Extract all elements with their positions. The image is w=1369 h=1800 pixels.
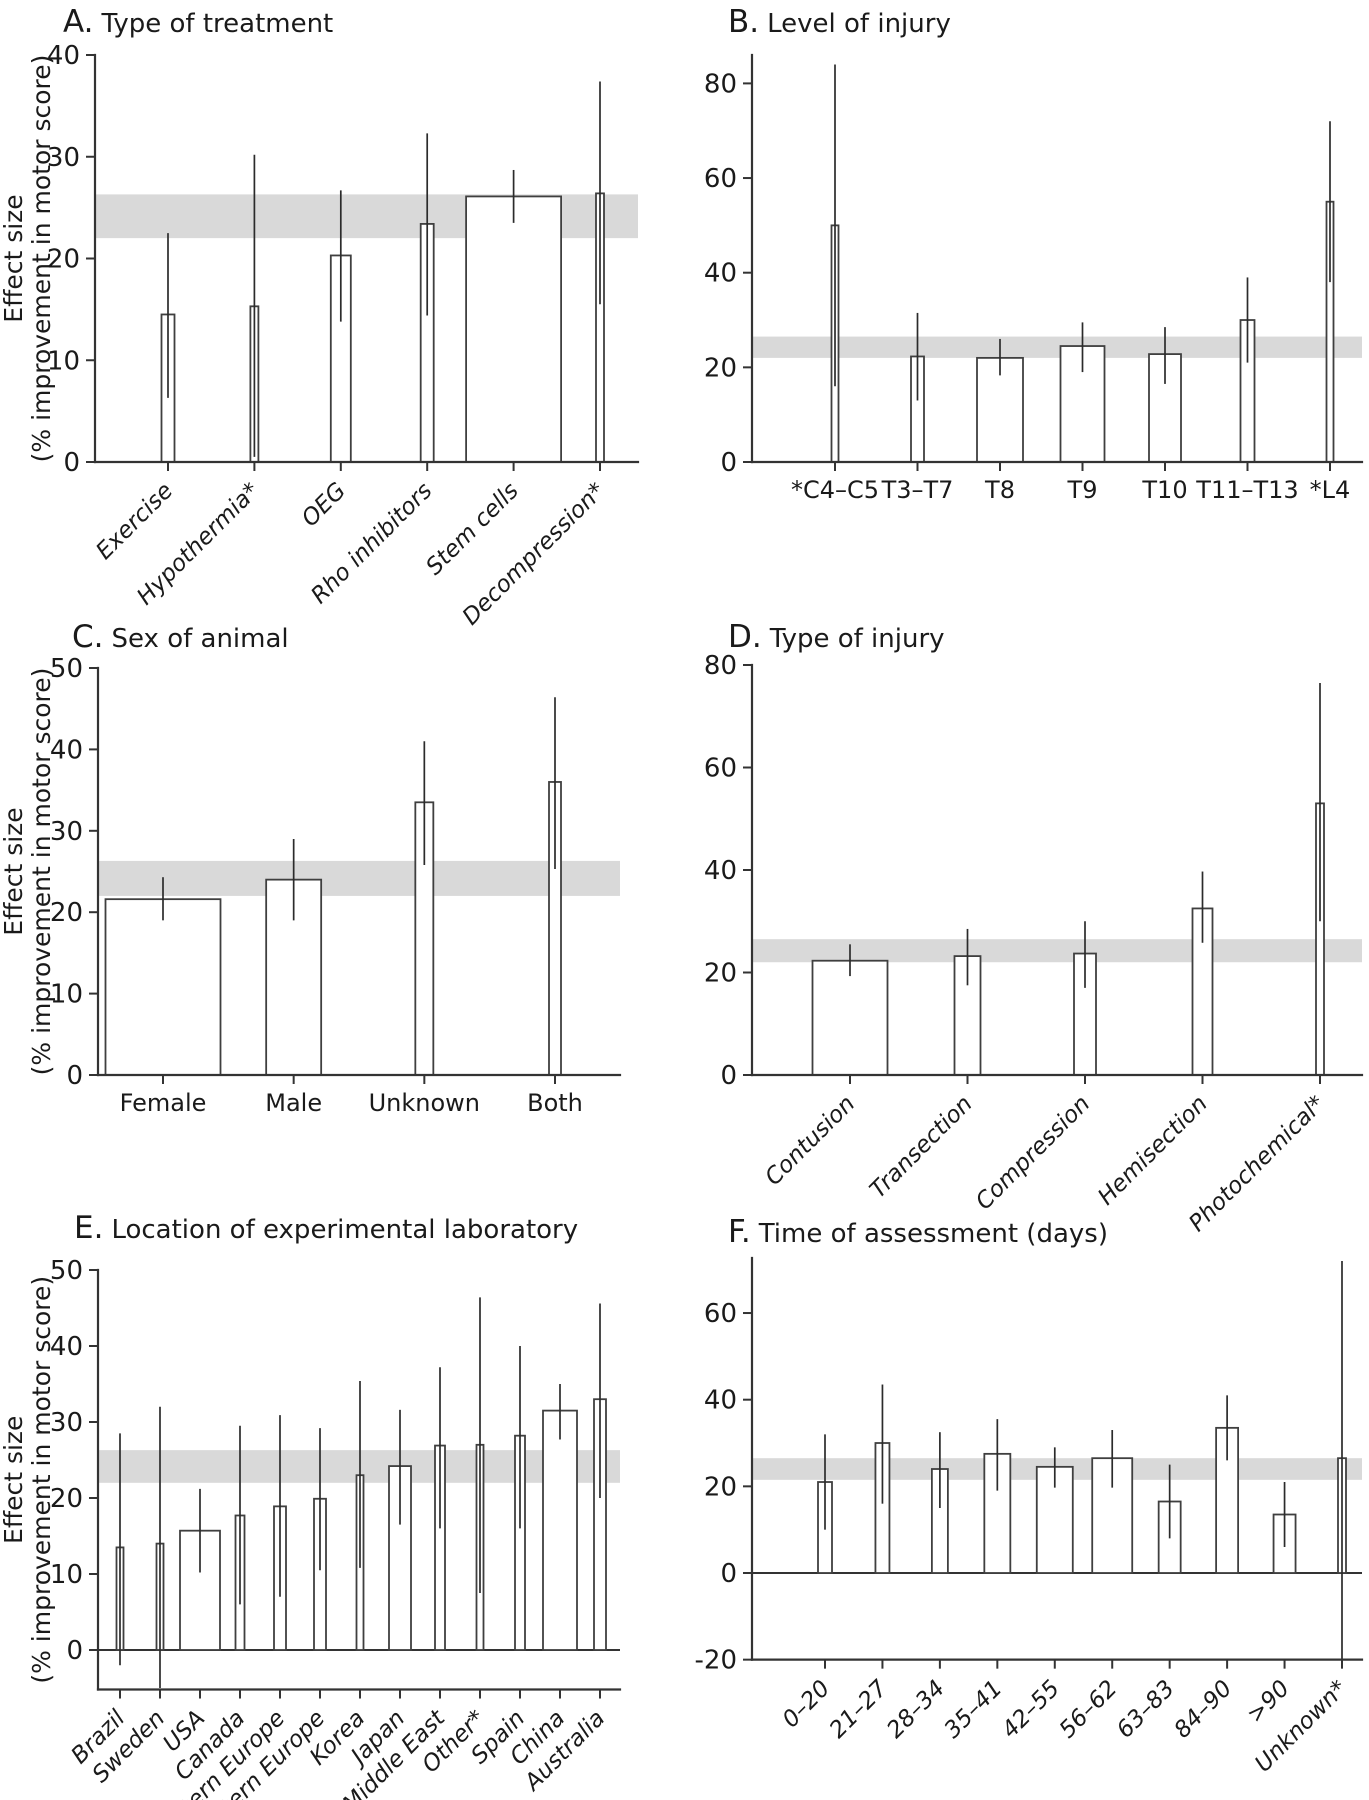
bars-group xyxy=(830,64,1335,463)
y-tick-label: 30 xyxy=(47,143,80,173)
y-tick-label: 0 xyxy=(63,448,80,478)
panel-title: C. Sex of animal xyxy=(72,619,289,655)
y-axis-label-line2: (% improvement in motor score) xyxy=(27,1276,56,1684)
category-label: >90 xyxy=(1242,1676,1295,1729)
panel-c: 0 10 20 30 40 50 Female Male Unknown Both C. Sex of… xyxy=(0,619,622,1117)
y-tick-label: 10 xyxy=(50,1560,83,1590)
panel-d: 0 20 40 60 80 Contusion TransectionCompression… xyxy=(704,619,1364,1237)
category-label: 35–41 xyxy=(940,1676,1008,1744)
category-label: Compression xyxy=(971,1091,1095,1215)
bars-group xyxy=(104,697,562,1076)
panel-title: E. Location of experimental laboratory xyxy=(74,1210,578,1246)
y-axis-label-line1: Effect size xyxy=(0,194,28,322)
y-tick-label: 60 xyxy=(704,164,737,194)
panel-title: B. Level of injury xyxy=(728,4,951,40)
category-label: Both xyxy=(527,1089,583,1117)
y-axis-label-line1: Effect size xyxy=(0,807,28,935)
y-tick-label: 0 xyxy=(720,448,737,478)
y-tick-label: 20 xyxy=(704,959,737,989)
y-tick-label: 40 xyxy=(47,41,80,71)
category-label: T3–T7 xyxy=(881,476,954,504)
y-tick-label: 50 xyxy=(50,654,83,684)
bars-group xyxy=(811,682,1325,1076)
category-label: Contusion xyxy=(760,1091,860,1191)
category-label: Hemisection xyxy=(1093,1091,1213,1211)
category-label: Unknown xyxy=(369,1089,480,1117)
y-tick-label: 30 xyxy=(50,1408,83,1438)
category-label: T9 xyxy=(1067,476,1098,504)
y-tick-label: 60 xyxy=(704,754,737,784)
y-tick-label: 40 xyxy=(704,1386,737,1416)
y-tick-label: 40 xyxy=(704,856,737,886)
panel-title: A. Type of treatment xyxy=(63,4,333,40)
y-tick-label: 20 xyxy=(47,245,80,275)
bar xyxy=(104,898,222,1076)
overall-effect-band xyxy=(752,336,1362,358)
y-axis-label-line2: (% improvement in motor score) xyxy=(27,55,56,463)
category-label: 56–62 xyxy=(1055,1676,1123,1744)
category-label: *L4 xyxy=(1310,476,1351,504)
panel-title: F. Time of assessment (days) xyxy=(728,1214,1108,1250)
y-tick-label: 0 xyxy=(66,1636,83,1666)
y-axis-label-line2: (% improvement in motor score) xyxy=(27,668,56,1076)
category-label: Male xyxy=(265,1089,322,1117)
bars-group xyxy=(817,1261,1347,1660)
panel-title: D. Type of injury xyxy=(728,619,945,655)
bars-group xyxy=(160,81,605,463)
y-tick-label: 20 xyxy=(50,1484,83,1514)
category-label: T10 xyxy=(1141,476,1187,504)
panel-b: 0 20 40 60 80 *C4–C5 T3–T7 T8 T9 T10 T11–T13 *L4 B. L… xyxy=(704,4,1364,504)
category-label: Decompression* xyxy=(458,478,611,631)
bar xyxy=(811,959,889,1076)
bar xyxy=(465,195,563,463)
y-axis-label-line1: Effect size xyxy=(0,1416,28,1544)
bar xyxy=(542,1409,578,1651)
category-label: *C4–C5 xyxy=(791,476,879,504)
y-tick-label: -20 xyxy=(695,1646,737,1676)
category-label: OEG xyxy=(297,478,351,532)
bars-group xyxy=(115,1297,607,1688)
y-tick-label: 80 xyxy=(704,69,737,99)
category-label: T11–T13 xyxy=(1195,476,1298,504)
category-label: Exercise xyxy=(91,478,178,565)
y-tick-label: 0 xyxy=(720,1061,737,1091)
overall-effect-band xyxy=(752,939,1362,963)
category-label: 84–90 xyxy=(1169,1676,1237,1744)
y-tick-label: 50 xyxy=(50,1256,83,1286)
y-tick-label: 30 xyxy=(50,817,83,847)
y-tick-label: 40 xyxy=(50,1332,83,1362)
category-label: Female xyxy=(120,1089,207,1117)
y-tick-label: 40 xyxy=(50,735,83,765)
y-tick-label: 20 xyxy=(50,898,83,928)
y-tick-label: 40 xyxy=(704,259,737,289)
category-label: 63–83 xyxy=(1112,1676,1180,1744)
y-tick-label: 80 xyxy=(704,651,737,681)
y-tick-label: 0 xyxy=(66,1061,83,1091)
category-label: 21–27 xyxy=(825,1675,893,1743)
panel-e: 01020304050BrazilSwedenUSACanadaEastern … xyxy=(0,1210,622,1800)
category-label: Transection xyxy=(865,1091,978,1204)
overall-effect-band xyxy=(98,860,620,896)
y-tick-label: 20 xyxy=(704,1472,737,1502)
y-tick-label: 10 xyxy=(47,346,80,376)
y-tick-label: 10 xyxy=(50,980,83,1010)
y-tick-label: 20 xyxy=(704,353,737,383)
y-tick-label: 0 xyxy=(720,1559,737,1589)
category-label: 42–55 xyxy=(997,1676,1065,1744)
category-label: 28–34 xyxy=(882,1676,950,1744)
y-tick-label: 60 xyxy=(704,1299,737,1329)
panel-f: -2002040600–2021–2728–3435–4142–5556–626… xyxy=(695,1214,1364,1778)
category-label: T8 xyxy=(984,476,1015,504)
